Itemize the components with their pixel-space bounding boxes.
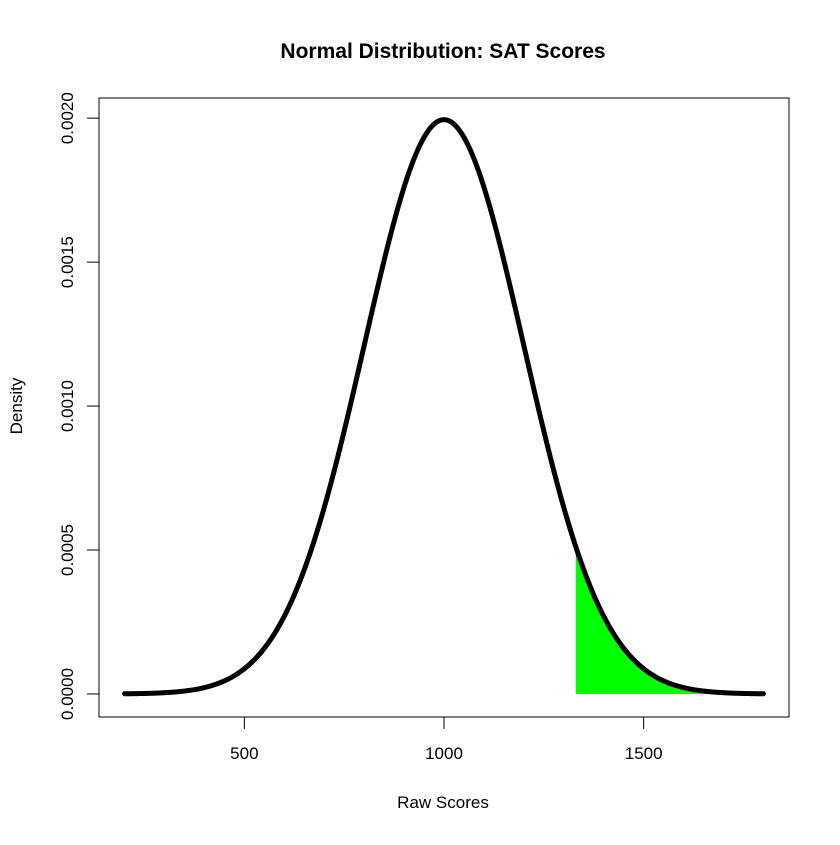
y-axis-label: Density <box>7 377 26 434</box>
y-tick-label: 0.0005 <box>58 524 77 576</box>
x-axis-label: Raw Scores <box>397 793 489 812</box>
plot-frame <box>98 97 790 718</box>
chart-title: Normal Distribution: SAT Scores <box>280 40 605 63</box>
x-tick-label: 500 <box>230 744 258 763</box>
y-tick-label: 0.0010 <box>58 380 77 432</box>
x-tick-label: 1500 <box>625 744 663 763</box>
y-tick-label: 0.0015 <box>58 236 77 288</box>
shaded-tail-area <box>575 546 764 694</box>
y-tick-label: 0.0000 <box>58 668 77 720</box>
y-axis: 0.0000 0.0005 0.0010 0.0015 0.0020 <box>58 92 100 720</box>
y-tick-label: 0.0020 <box>58 92 77 144</box>
x-tick-label: 1000 <box>425 744 463 763</box>
shaded-region-layer <box>575 546 764 694</box>
x-axis: 500 1000 1500 <box>230 716 663 763</box>
curve-layer <box>122 117 766 697</box>
density-curve <box>122 117 766 697</box>
